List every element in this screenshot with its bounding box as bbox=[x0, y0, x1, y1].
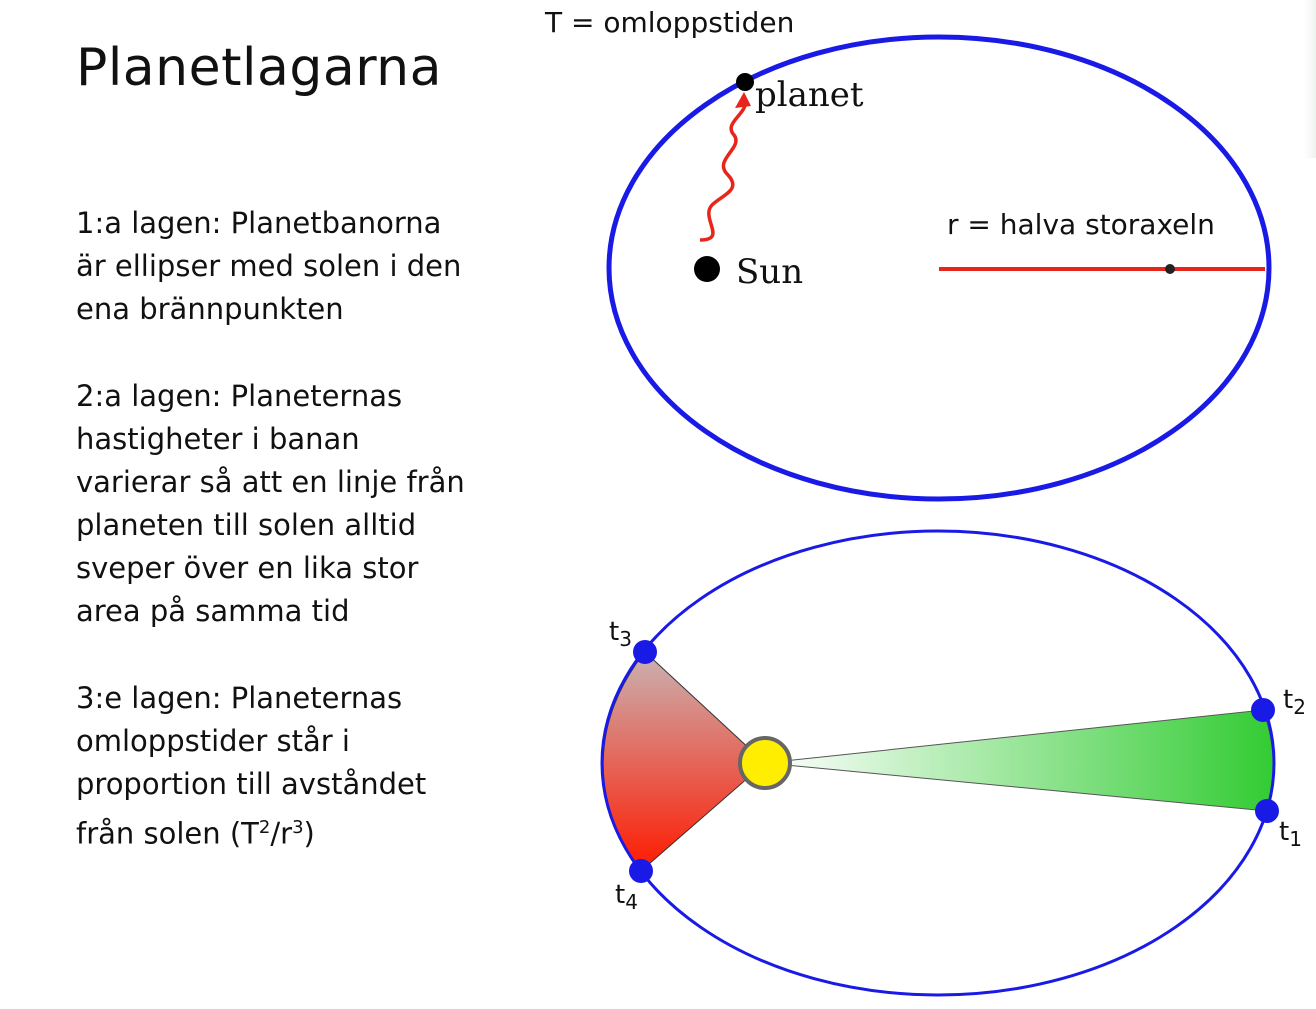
planet-dot bbox=[736, 73, 754, 91]
second-law: 2:a lagen: Planeternas hastigheter i ban… bbox=[76, 375, 476, 633]
point-t4 bbox=[629, 859, 653, 883]
third-law: 3:e lagen: Planeternas omloppstider står… bbox=[76, 677, 476, 856]
label-t2-sub: 2 bbox=[1293, 695, 1306, 719]
point-t2 bbox=[1251, 698, 1275, 722]
elliptical-orbit bbox=[606, 34, 1272, 502]
slide-title: Planetlagarna bbox=[76, 38, 442, 98]
formula-exponent-3: 3 bbox=[292, 817, 304, 838]
area-orbit bbox=[600, 529, 1276, 997]
formula-r: r bbox=[280, 816, 293, 851]
sun-label: Sun bbox=[736, 252, 803, 292]
window-edge bbox=[1304, 0, 1316, 158]
label-t1: t1 bbox=[1279, 817, 1302, 851]
label-t4-base: t bbox=[615, 880, 625, 910]
arrow-head-icon bbox=[735, 92, 751, 108]
sun-circle bbox=[738, 736, 792, 790]
label-t1-base: t bbox=[1279, 817, 1289, 847]
first-law: 1:a lagen: Planetbanorna är ellipser med… bbox=[76, 202, 476, 331]
orbit-diagram: T = omloppstiden planet Sun r = halva st… bbox=[544, 6, 1272, 502]
focus-dot bbox=[1165, 264, 1175, 274]
label-t3-base: t bbox=[609, 617, 619, 647]
formula-close: ) bbox=[303, 816, 315, 851]
semi-major-label: r = halva storaxeln bbox=[947, 208, 1215, 241]
formula-exponent-2: 2 bbox=[258, 817, 271, 838]
planet-label: planet bbox=[755, 75, 864, 115]
area-diagram: t3 t4 t2 t1 bbox=[600, 529, 1306, 997]
point-t3 bbox=[633, 640, 657, 664]
period-label: T = omloppstiden bbox=[544, 6, 794, 39]
third-law-prefix: 3:e lagen: bbox=[76, 681, 231, 715]
label-t3: t3 bbox=[609, 617, 632, 651]
label-t4: t4 bbox=[615, 880, 638, 914]
first-law-text: Planetbanorna är ellipser med solen i de… bbox=[76, 206, 462, 326]
second-law-prefix: 2:a lagen: bbox=[76, 379, 231, 413]
label-t1-sub: 1 bbox=[1289, 827, 1302, 851]
label-t3-sub: 3 bbox=[619, 627, 632, 651]
formula-T: T bbox=[241, 816, 259, 851]
label-t4-sub: 4 bbox=[625, 890, 638, 914]
sun-dot bbox=[694, 256, 720, 282]
first-law-prefix: 1:a lagen: bbox=[76, 206, 231, 240]
point-t1 bbox=[1255, 799, 1279, 823]
label-t2-base: t bbox=[1283, 685, 1293, 715]
third-law-text: Planeternas omloppstider står i proporti… bbox=[76, 681, 427, 851]
far-sector bbox=[764, 709, 1274, 812]
label-t2: t2 bbox=[1283, 685, 1306, 719]
second-law-text: Planeternas hastigheter i banan varierar… bbox=[76, 379, 465, 628]
formula-slash: / bbox=[270, 816, 281, 851]
wavy-arrow bbox=[699, 97, 748, 242]
